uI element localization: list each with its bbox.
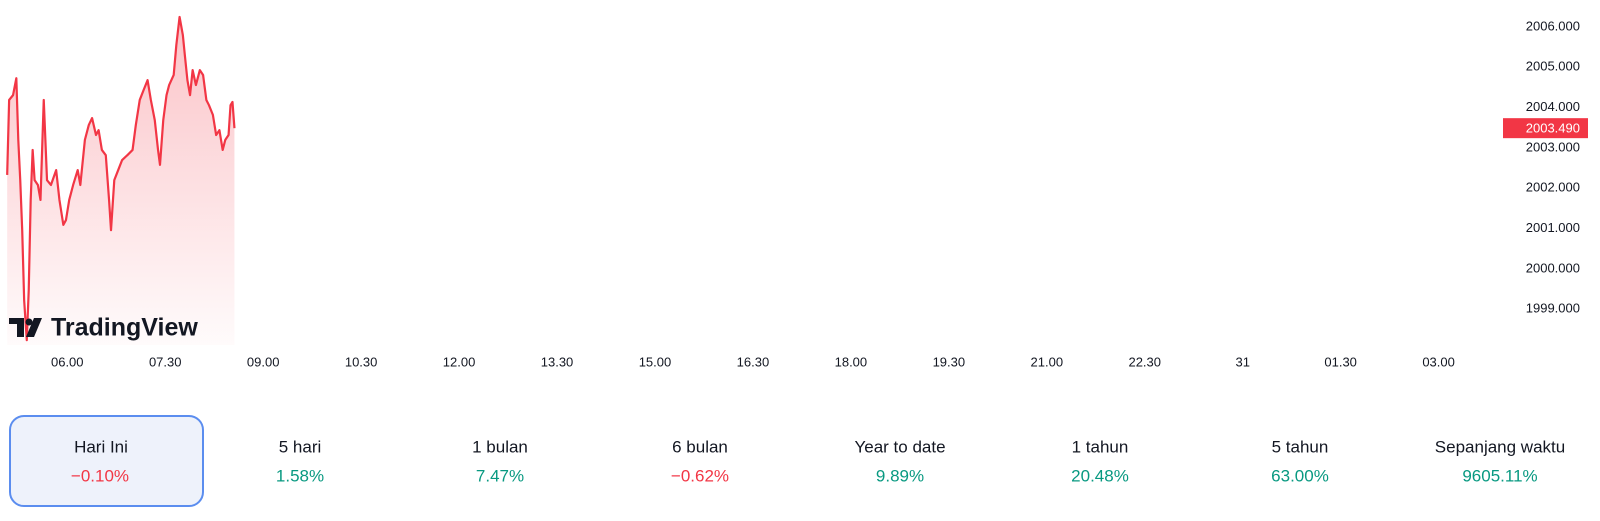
period-label: Year to date [854, 437, 945, 456]
period-tab[interactable]: Year to date 9.89% [854, 437, 945, 485]
period-label: 5 tahun [1272, 437, 1329, 456]
logo [9, 318, 42, 337]
x-tick-label: 13.30 [541, 354, 574, 369]
period-change: −0.10% [71, 466, 129, 485]
x-tick-label: 01.30 [1324, 354, 1357, 369]
y-tick-label: 2001.000 [1526, 220, 1580, 235]
x-tick-label: 03.00 [1422, 354, 1455, 369]
period-change: 9.89% [876, 466, 924, 485]
y-tick-label: 2000.000 [1526, 260, 1580, 275]
period-change: 1.58% [276, 466, 324, 485]
period-label: Hari Ini [74, 437, 128, 456]
x-tick-label: 21.00 [1031, 354, 1064, 369]
x-tick-label: 07.30 [149, 354, 182, 369]
x-tick-label: 22.30 [1128, 354, 1161, 369]
period-label: 5 hari [279, 437, 322, 456]
y-tick-label: 2003.000 [1526, 139, 1580, 154]
period-tab[interactable]: Sepanjang waktu 9605.11% [1435, 437, 1565, 485]
period-tab[interactable]: 1 tahun 20.48% [1071, 437, 1129, 485]
period-change: 9605.11% [1462, 466, 1537, 485]
y-tick-label: 2002.000 [1526, 180, 1580, 195]
period-change: −0.62% [671, 466, 729, 485]
x-tick-label: 19.30 [933, 354, 966, 369]
y-tick-label: 2004.000 [1526, 99, 1580, 114]
logo-dot [25, 318, 33, 326]
period-label: 6 bulan [672, 437, 728, 456]
watermark-text: TradingView [51, 314, 198, 342]
x-tick-label: 18.00 [835, 354, 868, 369]
y-tick-label: 1999.000 [1526, 301, 1580, 316]
x-tick-label: 12.00 [443, 354, 476, 369]
last-price-box [1503, 118, 1588, 139]
x-tick-label: 16.30 [737, 354, 770, 369]
watermark: TradingView [9, 314, 198, 342]
y-tick-label: 2006.000 [1526, 18, 1580, 33]
period-change: 20.48% [1071, 466, 1129, 485]
period-tab[interactable]: 5 hari 1.58% [276, 437, 324, 485]
period-change: 63.00% [1271, 466, 1329, 485]
x-tick-label: 31 [1235, 354, 1249, 369]
selected-tab-box [9, 415, 204, 507]
period-tab[interactable]: Hari Ini −0.10% [9, 415, 204, 507]
last-price-label: 2003.490 [1526, 121, 1580, 136]
area [7, 16, 235, 346]
period-label: 1 bulan [472, 437, 528, 456]
period-label: 1 tahun [1072, 437, 1129, 456]
period-tab[interactable]: 5 tahun 63.00% [1271, 437, 1329, 485]
x-tick-label: 06.00 [51, 354, 84, 369]
x-tick-label: 09.00 [247, 354, 280, 369]
x-tick-label: 15.00 [639, 354, 672, 369]
period-label: Sepanjang waktu [1435, 437, 1565, 456]
price-line [6, 15, 236, 342]
x-tick-label: 10.30 [345, 354, 378, 369]
y-tick-label: 2005.000 [1526, 59, 1580, 74]
period-tab[interactable]: 6 bulan −0.62% [671, 437, 729, 485]
period-change: 7.47% [476, 466, 524, 485]
period-tab[interactable]: 1 bulan 7.47% [472, 437, 528, 485]
